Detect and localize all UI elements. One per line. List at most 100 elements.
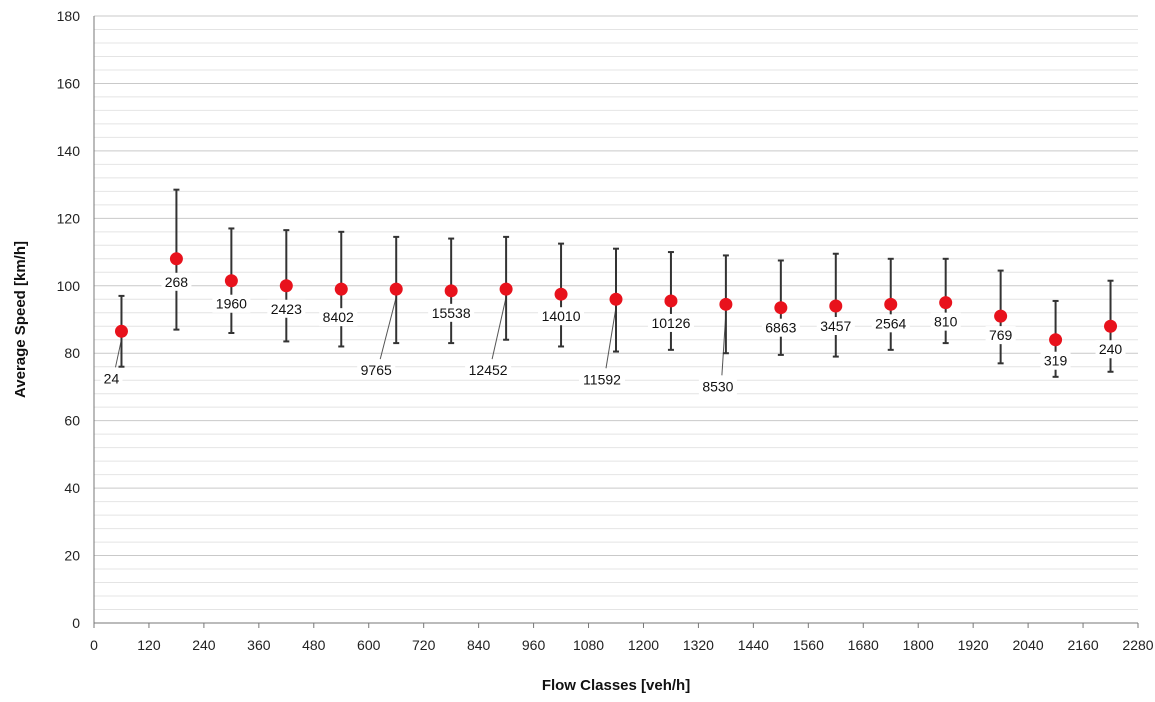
data-label-layer: 24 268 1960 2423 8402 9765 15538 12452 14010 1159… bbox=[100, 272, 1126, 396]
leader-line-layer bbox=[114, 297, 727, 376]
leader-line bbox=[491, 297, 507, 360]
data-point bbox=[939, 296, 953, 310]
data-point bbox=[609, 292, 623, 306]
data-point bbox=[444, 284, 458, 298]
y-tick-label: 80 bbox=[64, 345, 80, 361]
data-label: 268 bbox=[165, 274, 189, 290]
x-tick-label: 1680 bbox=[848, 637, 879, 653]
data-label: 8402 bbox=[323, 309, 354, 325]
data-label: 6863 bbox=[765, 320, 796, 336]
data-label-background bbox=[647, 313, 694, 332]
data-label-background bbox=[930, 312, 961, 331]
x-tick-label: 1200 bbox=[628, 637, 659, 653]
data-label: 3457 bbox=[820, 318, 851, 334]
x-tick-label: 1920 bbox=[958, 637, 989, 653]
data-label-background bbox=[267, 299, 306, 318]
data-label-background bbox=[816, 317, 855, 336]
y-tick-label: 0 bbox=[72, 615, 80, 631]
x-tick-label: 120 bbox=[137, 637, 161, 653]
y-axis-title: Average Speed [km/h] bbox=[12, 241, 29, 398]
data-label-background bbox=[212, 294, 251, 313]
grid-layer bbox=[94, 15, 1138, 611]
data-label-background bbox=[100, 369, 123, 388]
data-point bbox=[334, 282, 348, 296]
data-point bbox=[279, 279, 293, 293]
data-label: 240 bbox=[1099, 341, 1123, 357]
x-tick-label: 1080 bbox=[573, 637, 604, 653]
data-label: 10126 bbox=[651, 315, 690, 331]
data-point bbox=[884, 297, 898, 311]
x-tick-label: 2160 bbox=[1067, 637, 1098, 653]
x-tick-label: 1320 bbox=[683, 637, 714, 653]
point-layer bbox=[114, 252, 1118, 347]
y-tick-label: 180 bbox=[57, 8, 81, 24]
y-tick-label: 140 bbox=[57, 143, 81, 159]
data-label-background bbox=[161, 272, 192, 291]
data-label: 319 bbox=[1044, 353, 1068, 369]
data-point bbox=[114, 324, 128, 338]
data-label-background bbox=[428, 303, 475, 322]
error-bar-layer bbox=[118, 188, 1114, 378]
data-point bbox=[829, 299, 843, 313]
data-label-background bbox=[698, 377, 737, 396]
data-point bbox=[1049, 333, 1063, 347]
data-label: 8530 bbox=[702, 378, 733, 394]
data-point bbox=[774, 301, 788, 315]
data-point bbox=[224, 274, 238, 288]
y-tick-label: 100 bbox=[57, 278, 81, 294]
x-tick-label: 720 bbox=[412, 637, 436, 653]
data-label-background bbox=[319, 308, 358, 327]
data-point bbox=[1104, 319, 1118, 333]
x-tick-label: 1560 bbox=[793, 637, 824, 653]
data-label: 14010 bbox=[542, 308, 581, 324]
x-tick-label: 840 bbox=[467, 637, 491, 653]
x-tick-label: 600 bbox=[357, 637, 381, 653]
data-point bbox=[389, 282, 403, 296]
data-label: 2564 bbox=[875, 315, 906, 331]
data-point bbox=[664, 294, 678, 308]
data-point bbox=[994, 309, 1008, 323]
data-label: 1960 bbox=[216, 296, 247, 312]
data-label: 810 bbox=[934, 314, 958, 330]
data-point bbox=[169, 252, 183, 266]
data-point bbox=[499, 282, 513, 296]
x-axis-title: Flow Classes [veh/h] bbox=[542, 677, 690, 694]
data-label: 9765 bbox=[361, 362, 392, 378]
data-label: 769 bbox=[989, 327, 1013, 343]
data-point bbox=[554, 287, 568, 301]
data-label-background bbox=[985, 326, 1016, 345]
x-tick-label: 240 bbox=[192, 637, 216, 653]
leader-line bbox=[605, 307, 617, 369]
x-tick-label: 2040 bbox=[1013, 637, 1044, 653]
data-point bbox=[719, 297, 733, 311]
y-tick-label: 160 bbox=[57, 75, 81, 91]
data-label: 12452 bbox=[469, 362, 508, 378]
x-tick-label: 360 bbox=[247, 637, 271, 653]
data-label-background bbox=[761, 318, 800, 337]
data-label: 15538 bbox=[432, 305, 471, 321]
data-label: 11592 bbox=[583, 371, 621, 387]
x-tick-label: 1440 bbox=[738, 637, 769, 653]
data-label-background bbox=[1040, 351, 1071, 370]
y-tick-label: 120 bbox=[57, 210, 81, 226]
x-tick-label: 960 bbox=[522, 637, 546, 653]
data-label-background bbox=[465, 361, 512, 380]
data-label: 2423 bbox=[271, 301, 302, 317]
x-tick-label: 1800 bbox=[903, 637, 934, 653]
data-label-background bbox=[357, 361, 396, 380]
data-label-background bbox=[871, 314, 910, 333]
y-tick-label: 20 bbox=[64, 548, 80, 564]
x-tick-label: 480 bbox=[302, 637, 326, 653]
x-tick-label: 0 bbox=[90, 637, 98, 653]
data-label-background bbox=[538, 307, 585, 326]
data-label: 24 bbox=[104, 370, 120, 386]
x-tick-label: 2280 bbox=[1122, 637, 1153, 653]
data-label-background bbox=[1095, 340, 1126, 359]
data-label-background bbox=[579, 370, 625, 389]
y-tick-label: 40 bbox=[64, 480, 80, 496]
y-tick-label: 60 bbox=[64, 413, 80, 429]
leader-line bbox=[379, 297, 397, 360]
